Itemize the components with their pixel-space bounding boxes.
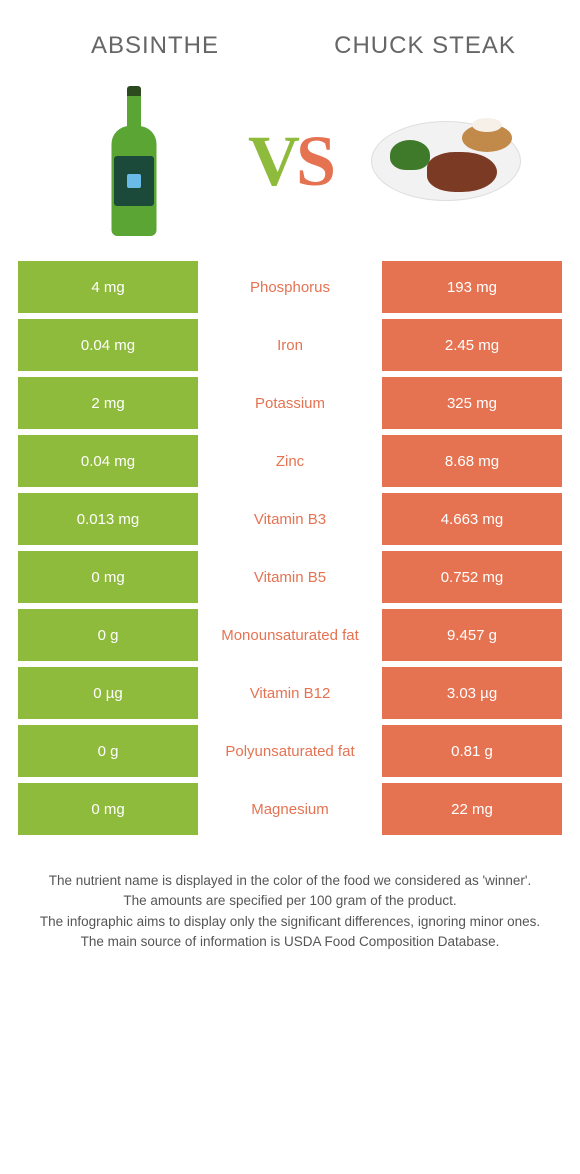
right-value: 325 mg bbox=[380, 377, 562, 429]
right-image bbox=[332, 81, 560, 241]
footer-line: The amounts are specified per 100 gram o… bbox=[30, 891, 550, 911]
table-row: 0 gPolyunsaturated fat0.81 g bbox=[18, 725, 562, 777]
left-value: 0 g bbox=[18, 725, 200, 777]
table-row: 0.04 mgZinc8.68 mg bbox=[18, 435, 562, 487]
right-value: 2.45 mg bbox=[380, 319, 562, 371]
nutrient-label: Potassium bbox=[200, 377, 380, 429]
left-value: 4 mg bbox=[18, 261, 200, 313]
left-image bbox=[20, 81, 248, 241]
nutrient-label: Vitamin B12 bbox=[200, 667, 380, 719]
left-title: Absinthe bbox=[20, 30, 290, 61]
nutrient-label: Vitamin B3 bbox=[200, 493, 380, 545]
right-value: 4.663 mg bbox=[380, 493, 562, 545]
left-value: 0.04 mg bbox=[18, 319, 200, 371]
table-row: 0 mgVitamin B50.752 mg bbox=[18, 551, 562, 603]
footer-line: The infographic aims to display only the… bbox=[30, 912, 550, 932]
nutrient-label: Iron bbox=[200, 319, 380, 371]
left-value: 0 g bbox=[18, 609, 200, 661]
left-value: 2 mg bbox=[18, 377, 200, 429]
table-row: 0.04 mgIron2.45 mg bbox=[18, 319, 562, 371]
right-value: 9.457 g bbox=[380, 609, 562, 661]
footer-line: The main source of information is USDA F… bbox=[30, 932, 550, 952]
steak-plate-icon bbox=[371, 121, 521, 201]
nutrient-label: Zinc bbox=[200, 435, 380, 487]
nutrient-label: Vitamin B5 bbox=[200, 551, 380, 603]
right-value: 193 mg bbox=[380, 261, 562, 313]
titles-row: Absinthe Chuck steak bbox=[0, 0, 580, 71]
table-row: 0 µgVitamin B123.03 µg bbox=[18, 667, 562, 719]
footer-line: The nutrient name is displayed in the co… bbox=[30, 871, 550, 891]
right-value: 8.68 mg bbox=[380, 435, 562, 487]
right-value: 0.752 mg bbox=[380, 551, 562, 603]
images-row: VS bbox=[0, 71, 580, 261]
nutrient-label: Polyunsaturated fat bbox=[200, 725, 380, 777]
table-row: 0 gMonounsaturated fat9.457 g bbox=[18, 609, 562, 661]
comparison-table: 4 mgPhosphorus193 mg0.04 mgIron2.45 mg2 … bbox=[0, 261, 580, 835]
left-value: 0.013 mg bbox=[18, 493, 200, 545]
left-value: 0 mg bbox=[18, 783, 200, 835]
right-value: 3.03 µg bbox=[380, 667, 562, 719]
table-row: 2 mgPotassium325 mg bbox=[18, 377, 562, 429]
nutrient-label: Phosphorus bbox=[200, 261, 380, 313]
right-value: 0.81 g bbox=[380, 725, 562, 777]
nutrient-label: Monounsaturated fat bbox=[200, 609, 380, 661]
footer-notes: The nutrient name is displayed in the co… bbox=[0, 841, 580, 952]
left-value: 0 mg bbox=[18, 551, 200, 603]
right-title: Chuck steak bbox=[290, 30, 560, 61]
vs-label: VS bbox=[248, 120, 332, 203]
right-value: 22 mg bbox=[380, 783, 562, 835]
absinthe-bottle-icon bbox=[111, 86, 156, 236]
nutrient-label: Magnesium bbox=[200, 783, 380, 835]
vs-v: V bbox=[248, 121, 296, 201]
table-row: 0 mgMagnesium22 mg bbox=[18, 783, 562, 835]
vs-s: S bbox=[296, 121, 332, 201]
left-value: 0 µg bbox=[18, 667, 200, 719]
table-row: 0.013 mgVitamin B34.663 mg bbox=[18, 493, 562, 545]
left-value: 0.04 mg bbox=[18, 435, 200, 487]
table-row: 4 mgPhosphorus193 mg bbox=[18, 261, 562, 313]
